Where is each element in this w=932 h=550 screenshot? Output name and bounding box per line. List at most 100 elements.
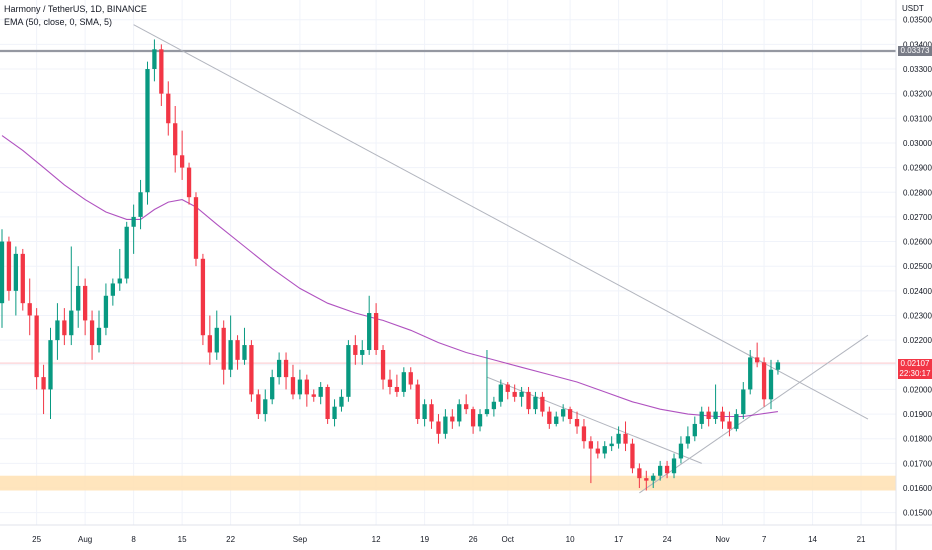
candle-body (138, 192, 143, 217)
symbol-title[interactable]: Harmony / TetherUS, 1D, BINANCE (4, 4, 147, 14)
candle-body (498, 384, 503, 402)
candle-body (373, 313, 379, 350)
candle-body (353, 345, 358, 355)
candle-down (512, 384, 517, 402)
candle-down (193, 192, 199, 267)
candle-body (214, 327, 219, 353)
candle-up (48, 327, 53, 420)
candle-body (256, 394, 261, 415)
candle-body (637, 468, 642, 479)
candle-down (761, 357, 767, 407)
price-tick-label: 0.03100 (903, 114, 932, 123)
time-tick-label: Nov (715, 535, 729, 544)
time-tick-label: 8 (131, 535, 136, 544)
candle-down (353, 335, 358, 365)
countdown-text: 22:30:17 (899, 369, 931, 379)
candle-up (401, 367, 406, 397)
candle-down (200, 253, 206, 346)
price-tick-label: 0.02200 (903, 336, 932, 345)
candle-down (595, 441, 600, 459)
candle-down (581, 419, 587, 449)
candle-up (678, 436, 684, 464)
price-tick-label: 0.03400 (903, 40, 932, 49)
candle-down (429, 399, 434, 429)
candle-down (526, 386, 531, 415)
candle-up (214, 310, 219, 360)
candle-down (290, 364, 296, 400)
price-tick-label: 0.02400 (903, 287, 932, 296)
candle-down (720, 406, 725, 429)
currency-label: USDT (902, 4, 924, 13)
time-tick-label: 15 (178, 535, 187, 544)
candle-down (304, 374, 309, 407)
candle-body (755, 357, 760, 363)
candle-body (394, 386, 400, 392)
candles-layer (0, 39, 781, 491)
candle-down (547, 406, 552, 429)
ema-layer (1, 135, 778, 418)
candle-down (373, 303, 379, 355)
candle-body (602, 446, 607, 454)
candle-body (20, 253, 25, 304)
candle-body (720, 411, 725, 422)
candle-body (193, 197, 199, 259)
candle-down (755, 342, 760, 368)
candle-body (519, 391, 524, 397)
candle-down (221, 320, 226, 385)
candle-down (574, 411, 580, 434)
candle-up (561, 404, 566, 422)
resistance-price-text: 0.03373 (900, 46, 930, 56)
candle-body (581, 426, 587, 442)
candle-up (554, 411, 559, 427)
candle-up (498, 379, 503, 407)
candle-body (41, 377, 46, 390)
time-axis[interactable]: 25 Aug 8 15 22 Sep 12 19 26 Oct 10 17 24 Nov 7 14 21 (0, 524, 932, 544)
candle-body (734, 414, 739, 429)
candle-down (235, 335, 240, 370)
candle-body (76, 285, 81, 311)
candle-body (415, 384, 420, 420)
price-tick-label: 0.03500 (903, 16, 932, 25)
candle-body (658, 465, 663, 476)
candle-body (429, 404, 434, 422)
candle-body (124, 226, 129, 279)
candle-body (290, 377, 296, 395)
candle-body (117, 278, 122, 284)
candle-body (346, 345, 351, 397)
candle-down (166, 81, 171, 136)
candle-body (567, 409, 573, 420)
ema-line (1, 135, 778, 418)
candle-body (588, 441, 594, 449)
candle-body (713, 411, 718, 420)
candle-body (166, 93, 171, 124)
candle-body (623, 433, 628, 444)
support-zone (0, 475, 896, 491)
price-tick-label: 0.02000 (903, 385, 932, 394)
candle-body (401, 372, 406, 392)
candle-up (318, 382, 323, 405)
time-tick-label: Aug (78, 535, 92, 544)
candle-body (671, 458, 677, 474)
candle-up (13, 246, 19, 316)
candle-body (422, 404, 427, 420)
candle-up (533, 391, 538, 415)
candle-up (609, 436, 614, 452)
price-tick-label: 0.01600 (903, 484, 932, 493)
candle-body (457, 404, 462, 422)
candle-down (630, 438, 635, 474)
candle-down (436, 414, 441, 444)
candle-up (768, 359, 774, 410)
candle-body (0, 241, 5, 304)
candle-body (283, 359, 289, 378)
candle-body (574, 419, 580, 427)
candle-body (664, 465, 670, 474)
candle-down (408, 367, 413, 390)
candle-up (0, 229, 5, 328)
ema-indicator-label[interactable]: EMA (50, close, 0, SMA, 5) (4, 17, 113, 27)
candle-body (221, 327, 226, 370)
candle-body (685, 436, 691, 444)
candle-body (131, 216, 136, 227)
time-tick-label: 26 (469, 535, 478, 544)
time-tick-label: 12 (372, 535, 381, 544)
